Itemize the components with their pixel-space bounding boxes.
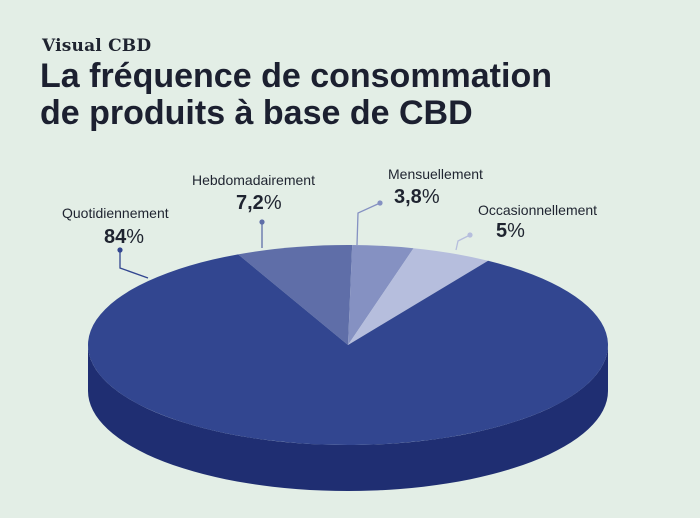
label-hebdomadairement: Hebdomadairement 7,2%: [192, 172, 315, 248]
label-name-occasionnellement: Occasionnellement: [478, 202, 597, 218]
label-value-mensuellement: 3,8%: [394, 186, 440, 208]
slice-hebdomadairement: [238, 245, 353, 345]
pie-side: [88, 345, 608, 491]
leader-dot-occasionnellement: [467, 232, 473, 238]
leader-line-quotidiennement: [119, 250, 149, 279]
label-name-mensuellement: Mensuellement: [388, 166, 483, 182]
slice-mensuellement: [348, 245, 414, 345]
slice-quotidiennement: [87, 254, 608, 445]
brand-logo: Visual CBD: [42, 36, 152, 56]
label-occasionnellement: Occasionnellement 5%: [455, 202, 597, 251]
chart-title-line-2: de produits à base de CBD: [40, 94, 473, 132]
leader-dot-mensuellement: [377, 200, 383, 206]
label-value-hebdomadairement: 7,2%: [236, 192, 282, 214]
leader-line-mensuellement: [356, 202, 381, 246]
label-quotidiennement: Quotidiennement 84%: [62, 205, 169, 279]
chart-title: La fréquence de consommation de produits…: [40, 58, 680, 132]
leader-dot-quotidiennement: [117, 247, 123, 253]
label-value-occasionnellement: 5%: [496, 220, 525, 242]
pie-labels: Quotidiennement 84% Hebdomadairement 7,2% Me…: [62, 166, 597, 279]
leader-line-occasionnellement: [455, 234, 471, 251]
pie-top: [87, 245, 608, 445]
label-name-quotidiennement: Quotidiennement: [62, 205, 169, 221]
label-mensuellement: Mensuellement 3,8%: [356, 166, 483, 246]
label-value-quotidiennement: 84%: [104, 226, 144, 248]
slice-quotidiennement-side: [88, 345, 608, 491]
label-name-hebdomadairement: Hebdomadairement: [192, 172, 315, 188]
leader-dot-hebdomadairement: [259, 219, 265, 225]
chart-title-line-1: La fréquence de consommation: [40, 57, 552, 95]
slice-occasionnellement: [348, 248, 489, 345]
